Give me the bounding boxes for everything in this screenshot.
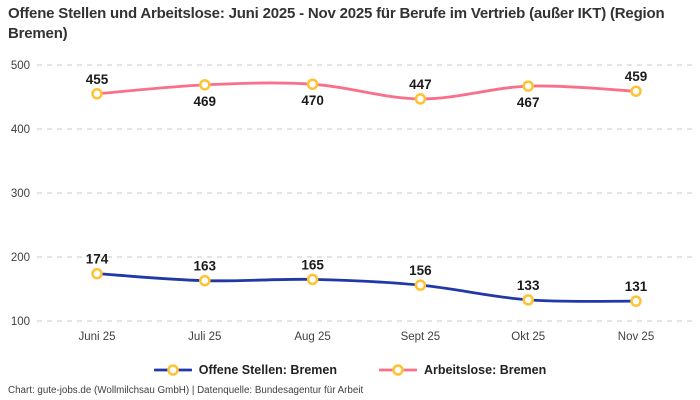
data-point-value-label: 131 — [625, 279, 648, 294]
data-point-marker[interactable] — [199, 79, 211, 91]
data-point-value-label: 163 — [194, 259, 217, 274]
series-line — [95, 81, 638, 101]
source-attribution: Chart: gute-jobs.de (Wollmilchsau GmbH) … — [8, 385, 364, 396]
legend-marker-icon — [153, 364, 192, 376]
data-point-marker[interactable] — [199, 274, 211, 287]
y-axis-tick-label: 100 — [11, 316, 30, 328]
y-axis-tick-label: 300 — [11, 188, 30, 200]
legend-label: Arbeitslose: Bremen — [423, 363, 547, 377]
series-line — [95, 272, 638, 303]
data-point-marker[interactable] — [91, 267, 103, 280]
data-point-value-label: 133 — [517, 278, 540, 293]
legend-item[interactable]: Arbeitslose: Bremen — [378, 363, 547, 377]
data-point-value-label: 455 — [86, 72, 109, 87]
data-point-marker[interactable] — [630, 295, 642, 307]
data-point-marker[interactable] — [522, 80, 534, 92]
data-point-marker[interactable] — [630, 85, 642, 97]
x-axis-tick-label: Juni 25 — [78, 331, 115, 343]
data-point-value-label: 174 — [86, 252, 109, 267]
y-axis-tick-label: 500 — [11, 60, 30, 72]
x-axis-tick-label: Aug 25 — [294, 331, 330, 343]
legend-label: Offene Stellen: Bremen — [198, 363, 337, 377]
x-axis-tick-label: Nov 25 — [618, 331, 654, 343]
legend-marker-icon — [378, 364, 417, 376]
data-point-value-label: 467 — [517, 95, 540, 110]
data-point-marker[interactable] — [306, 273, 319, 286]
data-point-marker[interactable] — [306, 78, 319, 90]
data-point-marker[interactable] — [522, 294, 534, 306]
chart-title: Offene Stellen und Arbeitslose: Juni 202… — [8, 5, 665, 42]
x-axis-tick-label: Sept 25 — [401, 331, 441, 343]
data-point-value-label: 470 — [301, 93, 324, 108]
data-point-marker[interactable] — [91, 88, 103, 100]
data-point-value-label: 469 — [194, 94, 217, 109]
data-point-value-label: 165 — [301, 257, 324, 272]
y-axis-tick-label: 200 — [11, 252, 30, 264]
data-point-marker[interactable] — [414, 93, 427, 105]
data-point-value-label: 156 — [409, 263, 432, 278]
chart-legend: Offene Stellen: Bremen Arbeitslose: Breme… — [0, 359, 700, 381]
x-axis-tick-label: Juli 25 — [188, 331, 221, 343]
data-point-value-label: 447 — [409, 77, 432, 92]
y-axis-tick-label: 400 — [11, 124, 30, 136]
data-point-marker[interactable] — [414, 279, 427, 291]
legend-item[interactable]: Offene Stellen: Bremen — [153, 363, 337, 377]
x-axis-tick-label: Okt 25 — [511, 331, 545, 343]
data-point-value-label: 459 — [625, 69, 648, 84]
